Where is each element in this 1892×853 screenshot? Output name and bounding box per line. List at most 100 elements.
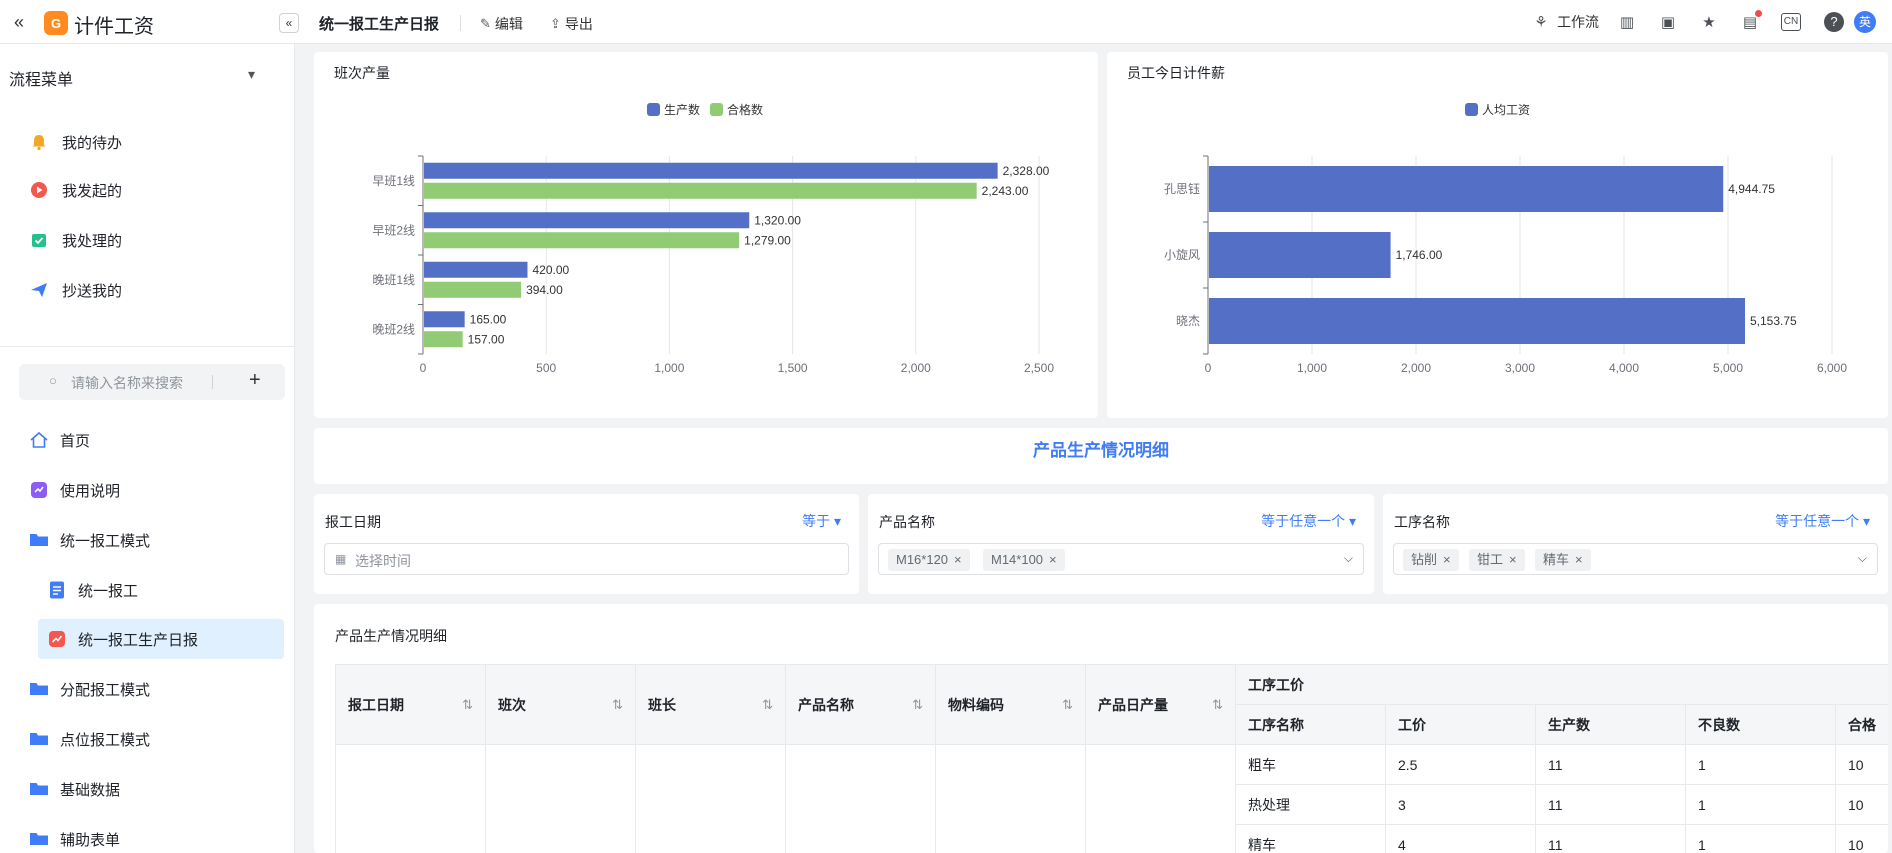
column-header-leader[interactable]: 班长 ⇅ bbox=[636, 665, 786, 745]
close-icon[interactable]: × bbox=[1049, 552, 1057, 567]
nav-item-unified-mode[interactable]: 统一报工模式 bbox=[28, 525, 150, 555]
date-picker-input[interactable]: ▦ 选择时间 bbox=[324, 543, 849, 575]
filter-operator-dropdown[interactable]: 等于 ▾ bbox=[802, 511, 841, 531]
close-icon[interactable]: × bbox=[1443, 552, 1451, 567]
add-icon[interactable]: + bbox=[249, 369, 261, 391]
data-label: 5,153.75 bbox=[1750, 314, 1797, 328]
filter-operator-dropdown[interactable]: 等于任意一个 ▾ bbox=[1261, 511, 1356, 531]
collapse-sidebar-button[interactable]: « bbox=[279, 13, 299, 33]
tag-label: M16*120 bbox=[896, 552, 949, 567]
folder-icon bbox=[28, 828, 50, 850]
column-header-shift[interactable]: 班次 ⇅ bbox=[486, 665, 636, 745]
y-tick-label: 晚班2线 bbox=[372, 322, 415, 336]
language-button[interactable]: CN bbox=[1781, 13, 1801, 31]
column-header-defects[interactable]: 不良数 bbox=[1686, 705, 1836, 745]
legend-swatch bbox=[1465, 103, 1478, 116]
column-header-product-name[interactable]: 产品名称 ⇅ bbox=[786, 665, 936, 745]
column-header-price[interactable]: 工价 bbox=[1386, 705, 1536, 745]
column-header-report-date[interactable]: 报工日期 ⇅ bbox=[336, 665, 486, 745]
nav-item-base-data[interactable]: 基础数据 bbox=[28, 774, 120, 804]
chevron-down-icon[interactable]: ⌵ bbox=[1857, 551, 1867, 565]
table-cell bbox=[336, 745, 486, 853]
sidebar: 流程菜单 ▾ 我的待办 我发起的 我处理的 抄送我的 ○ 请输入名称来搜索 + … bbox=[0, 44, 295, 853]
legend-item[interactable]: 生产数 bbox=[647, 101, 700, 118]
workflow-button[interactable]: ⚘ 工作流 bbox=[1531, 12, 1599, 32]
column-header-process-name[interactable]: 工序名称 bbox=[1236, 705, 1386, 745]
star-icon[interactable]: ★ bbox=[1702, 14, 1716, 31]
export-button[interactable]: ⇪ 导出 bbox=[550, 14, 593, 34]
notification-dot bbox=[1755, 10, 1762, 17]
bar[interactable] bbox=[424, 182, 977, 199]
column-header-daily-output[interactable]: 产品日产量 ⇅ bbox=[1086, 665, 1236, 745]
help-icon[interactable]: ? bbox=[1824, 12, 1844, 32]
nav-item-label: 分配报工模式 bbox=[60, 681, 151, 699]
sort-icon[interactable]: ⇅ bbox=[1062, 696, 1073, 712]
bar[interactable] bbox=[424, 162, 998, 179]
sort-icon[interactable]: ⇅ bbox=[912, 696, 923, 712]
bar[interactable] bbox=[424, 212, 750, 229]
bar[interactable] bbox=[1209, 298, 1745, 344]
product-select[interactable]: M16*120 × M14*100 × ⌵ bbox=[878, 543, 1364, 575]
bar[interactable] bbox=[424, 281, 522, 298]
group-header-process-price: 工序工价 bbox=[1236, 665, 1888, 705]
bar[interactable] bbox=[1209, 232, 1391, 278]
nav-item-point-mode[interactable]: 点位报工模式 bbox=[28, 724, 150, 754]
chevron-down-icon[interactable]: ⌵ bbox=[1343, 551, 1353, 565]
bar[interactable] bbox=[424, 311, 465, 328]
legend-label: 生产数 bbox=[664, 103, 701, 117]
bar[interactable] bbox=[424, 261, 528, 278]
column-header-produced[interactable]: 生产数 bbox=[1536, 705, 1686, 745]
close-icon[interactable]: × bbox=[1509, 552, 1517, 567]
layout-icon[interactable]: ▥ bbox=[1619, 14, 1635, 31]
nav-item-aux-forms[interactable]: 辅助表单 bbox=[28, 824, 120, 853]
column-header-qualified[interactable]: 合格 bbox=[1836, 705, 1888, 745]
search-input[interactable]: 请输入名称来搜索 bbox=[71, 375, 183, 391]
legend-item[interactable]: 合格数 bbox=[710, 101, 763, 118]
nav-item-daily-report[interactable]: 统一报工生产日报 bbox=[46, 624, 198, 654]
legend-label: 人均工资 bbox=[1482, 103, 1531, 117]
legend-label: 合格数 bbox=[727, 103, 764, 117]
sort-icon[interactable]: ⇅ bbox=[1212, 696, 1223, 712]
legend-swatch bbox=[710, 103, 724, 116]
nav-item-label: 首页 bbox=[60, 432, 91, 450]
bar[interactable] bbox=[424, 331, 463, 348]
flow-item-label: 我的待办 bbox=[62, 134, 123, 152]
close-icon[interactable]: × bbox=[1575, 552, 1583, 567]
data-label: 394.00 bbox=[526, 283, 563, 297]
flow-item-handled[interactable]: 我处理的 bbox=[28, 228, 122, 252]
nav-item-home[interactable]: 首页 bbox=[28, 425, 90, 455]
flow-item-label: 我发起的 bbox=[62, 182, 123, 200]
nav-item-unified-report[interactable]: 统一报工 bbox=[46, 575, 138, 605]
close-icon[interactable]: × bbox=[954, 552, 962, 567]
legend-item[interactable]: 人均工资 bbox=[1465, 101, 1530, 118]
table-cell bbox=[1086, 745, 1236, 853]
flow-item-todo[interactable]: 我的待办 bbox=[28, 130, 122, 154]
sort-icon[interactable]: ⇅ bbox=[612, 696, 623, 712]
export-label: 导出 bbox=[564, 16, 593, 32]
flow-item-cc[interactable]: 抄送我的 bbox=[28, 278, 122, 302]
column-header-material-code[interactable]: 物料编码 ⇅ bbox=[936, 665, 1086, 745]
nav-item-allocation-mode[interactable]: 分配报工模式 bbox=[28, 674, 150, 704]
flow-item-initiated[interactable]: 我发起的 bbox=[28, 178, 122, 202]
sort-icon[interactable]: ⇅ bbox=[462, 696, 473, 712]
message-icon[interactable]: ▤ bbox=[1740, 10, 1762, 32]
detail-table: 报工日期 ⇅ 班次 ⇅ 班长 ⇅ 产品名称 ⇅ 物料编码 ⇅ 产品日产量 ⇅ 工序工价 工序… bbox=[335, 664, 1888, 853]
tag-label: 精车 bbox=[1543, 552, 1570, 567]
nav-item-guide[interactable]: 使用说明 bbox=[28, 475, 120, 505]
avatar[interactable]: 英 bbox=[1854, 11, 1876, 33]
avatar-text: 英 bbox=[1858, 15, 1871, 29]
sort-icon[interactable]: ⇅ bbox=[762, 696, 773, 712]
process-select[interactable]: 钻削 × 钳工 × 精车 × ⌵ bbox=[1393, 543, 1878, 575]
x-tick-label: 500 bbox=[536, 361, 556, 375]
data-label: 2,243.00 bbox=[982, 184, 1029, 198]
contacts-icon[interactable]: ▣ bbox=[1660, 14, 1676, 31]
group-header-label: 工序工价 bbox=[1248, 676, 1304, 693]
double-chevron-left-icon[interactable]: « bbox=[14, 12, 25, 32]
bar[interactable] bbox=[424, 232, 740, 249]
x-tick-label: 4,000 bbox=[1609, 361, 1639, 375]
chevron-down-icon[interactable]: ▾ bbox=[248, 66, 256, 82]
filter-operator-dropdown[interactable]: 等于任意一个 ▾ bbox=[1775, 511, 1870, 531]
nav-item-label: 基础数据 bbox=[60, 781, 121, 799]
edit-button[interactable]: ✎ 编辑 bbox=[480, 14, 523, 34]
bar[interactable] bbox=[1209, 166, 1724, 212]
